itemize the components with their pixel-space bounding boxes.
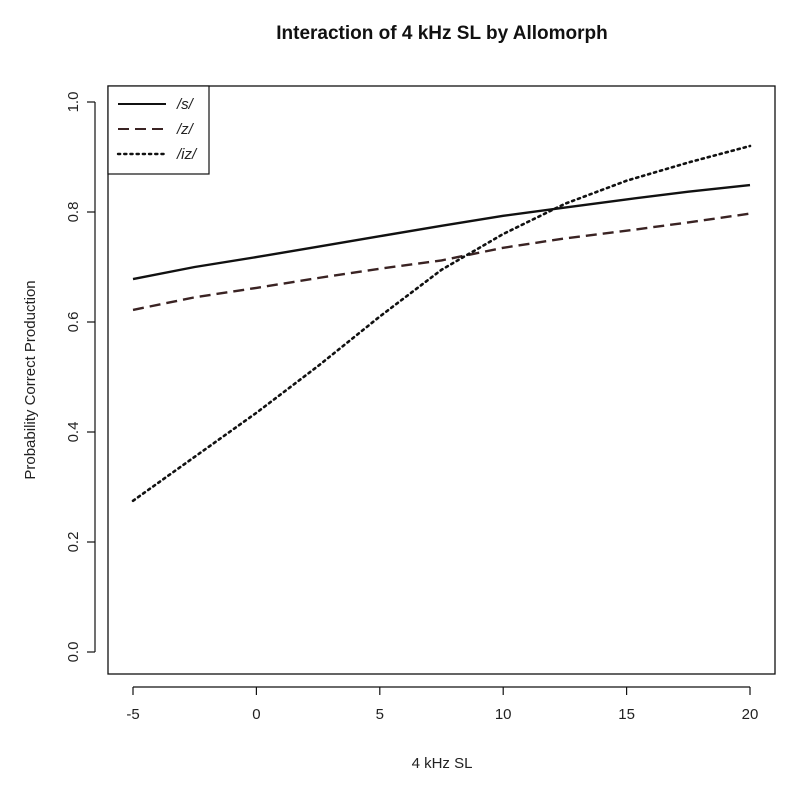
y-tick-label: 0.4 — [65, 422, 82, 443]
x-tick-label: 20 — [742, 706, 759, 723]
x-axis-label: 4 kHz SL — [412, 755, 473, 772]
series-line-solid — [132, 183, 751, 281]
plot-frame — [107, 85, 776, 675]
x-tick-label: 0 — [252, 706, 260, 723]
x-tick-label: -5 — [126, 706, 139, 723]
legend: /s/ /z/ /iz/ — [107, 85, 210, 175]
series-line-dotted — [131, 144, 752, 503]
legend-label: /z/ — [176, 121, 195, 138]
series-line-dashed — [132, 212, 751, 312]
x-tick-label: 15 — [618, 706, 635, 723]
chart-title: Interaction of 4 kHz SL by Allomorph — [276, 23, 607, 44]
legend-label: /iz/ — [176, 146, 198, 163]
y-axis: 0.0 0.2 0.4 0.6 0.8 1.0 — [65, 92, 96, 663]
y-tick-label: 0.0 — [65, 642, 82, 663]
x-axis: -5 0 5 10 15 20 — [126, 686, 759, 723]
y-tick-label: 0.8 — [65, 202, 82, 223]
legend-label: /s/ — [176, 96, 195, 113]
series-group — [131, 144, 752, 503]
y-tick-label: 0.2 — [65, 532, 82, 553]
y-tick-label: 1.0 — [65, 92, 82, 113]
y-tick-label: 0.6 — [65, 312, 82, 333]
x-tick-label: 10 — [495, 706, 512, 723]
y-axis-label: Probability Correct Production — [22, 280, 39, 479]
x-tick-label: 5 — [376, 706, 384, 723]
